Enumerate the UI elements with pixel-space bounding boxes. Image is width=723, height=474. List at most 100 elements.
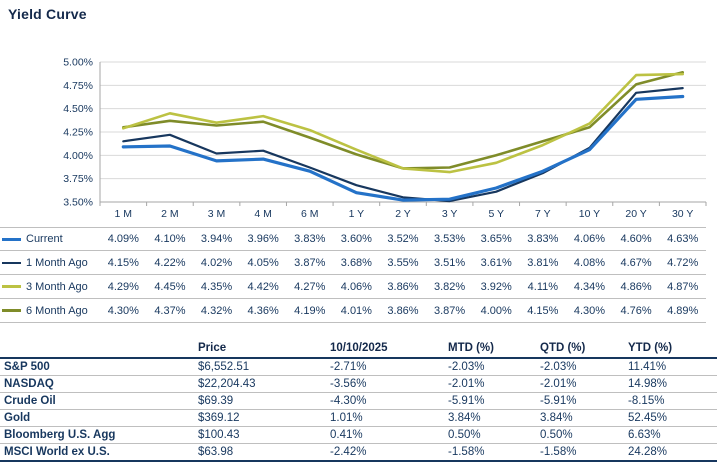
market-row-name: Bloomberg U.S. Agg xyxy=(0,426,196,444)
yield-value: 3.87% xyxy=(434,304,466,317)
yield-row-6-month-ago: 6 Month Ago 4.30% 4.37% 4.32% 4.36% 4.19% 4.01… xyxy=(0,299,706,323)
yield-value: 4.09% xyxy=(107,233,139,245)
x-axis-tick-label: 10 Y xyxy=(579,208,600,220)
market-row-name: NASDAQ xyxy=(0,375,196,393)
market-table-header: QTD (%) xyxy=(538,339,626,359)
yield-curve-chart: 5.00% 4.75% 4.50% 4.25% 4.00% 3.75% 3.50% 1 M 2 … xyxy=(63,57,707,220)
yield-value: 4.19% xyxy=(294,304,326,317)
market-table-body: S&P 500 $6,552.51 -2.71% -2.03% -2.03% 11.41%… xyxy=(0,358,717,462)
series-line-3-month-ago xyxy=(122,72,685,174)
x-axis-tick-label: 1 Y xyxy=(349,208,365,220)
yield-value: 4.05% xyxy=(247,256,279,269)
yield-value: 4.45% xyxy=(154,280,186,293)
yield-value: 4.42% xyxy=(247,280,279,293)
x-axis-tick-label: 4 M xyxy=(254,208,272,220)
market-cell: -2.42% xyxy=(328,443,446,462)
x-axis-tick-label: 5 Y xyxy=(488,208,504,220)
market-cell: -8.15% xyxy=(626,392,717,410)
market-row-bloomberg-u-s-agg: Bloomberg U.S. Agg $100.43 0.41% 0.50% 0.50%… xyxy=(0,426,717,444)
yield-value: 4.06% xyxy=(340,280,372,293)
yield-value: 3.81% xyxy=(527,256,559,269)
market-cell: -2.01% xyxy=(446,375,538,393)
market-cell: -2.01% xyxy=(538,375,626,393)
series-label-6-month-ago: 6 Month Ago xyxy=(0,305,100,317)
y-axis-tick-label: 4.50% xyxy=(63,103,93,115)
series-label-1-month-ago: 1 Month Ago xyxy=(0,257,100,269)
yield-value: 4.11% xyxy=(527,280,559,293)
yield-value: 4.89% xyxy=(667,304,699,317)
y-axis-tick-label: 4.75% xyxy=(63,80,93,92)
y-axis-tick-label: 3.50% xyxy=(63,197,93,209)
market-cell: -2.71% xyxy=(328,358,446,376)
yield-legend-table: Current 4.09% 4.10% 3.94% 3.96% 3.83% 3.60% 3.5… xyxy=(0,227,706,323)
yield-value: 4.00% xyxy=(480,304,512,317)
yield-value: 3.83% xyxy=(527,233,559,245)
market-cell: 11.41% xyxy=(626,358,717,376)
yield-value: 4.36% xyxy=(247,304,279,317)
yield-value: 3.86% xyxy=(387,280,419,293)
legend-marker-current xyxy=(2,237,21,241)
yield-value: 3.61% xyxy=(480,256,512,269)
market-row-name: MSCI World ex U.S. xyxy=(0,443,196,462)
yield-value: 3.86% xyxy=(387,304,419,317)
market-cell: $6,552.51 xyxy=(196,358,328,376)
market-row-s-p-500: S&P 500 $6,552.51 -2.71% -2.03% -2.03% 11.41% xyxy=(0,358,717,376)
x-axis-tick-label: 6 M xyxy=(301,208,319,220)
legend-marker-1-month-ago xyxy=(2,261,21,264)
yield-value: 4.30% xyxy=(573,304,606,317)
market-table-header-row: Price 10/10/2025 MTD (%) QTD (%) YTD (%) xyxy=(0,339,717,359)
yield-value: 4.30% xyxy=(107,304,139,317)
yield-value: 4.34% xyxy=(573,280,606,293)
market-cell: $369.12 xyxy=(196,409,328,427)
yield-value: 3.53% xyxy=(434,233,466,245)
yield-row-1-month-ago: 1 Month Ago 4.15% 4.22% 4.02% 4.05% 3.87% 3.68… xyxy=(0,251,706,275)
yield-value: 3.96% xyxy=(247,233,279,245)
x-axis-tick-label: 7 Y xyxy=(535,208,551,220)
market-cell: -5.91% xyxy=(446,392,538,410)
series-line-1-month-ago xyxy=(122,86,684,203)
yield-row-current: Current 4.09% 4.10% 3.94% 3.96% 3.83% 3.60% 3.5… xyxy=(0,227,706,251)
yield-value: 4.32% xyxy=(200,304,233,317)
yield-value: 4.02% xyxy=(200,256,233,269)
y-axis-tick-label: 4.00% xyxy=(63,150,93,162)
series-name: 1 Month Ago xyxy=(26,256,88,269)
market-cell: 3.84% xyxy=(538,409,626,427)
yield-value: 4.27% xyxy=(294,280,326,293)
market-cell: 0.41% xyxy=(328,426,446,444)
market-row-nasdaq: NASDAQ $22,204.43 -3.56% -2.01% -2.01% 14.98% xyxy=(0,375,717,393)
market-cell: 52.45% xyxy=(626,409,717,427)
yield-row-3-month-ago: 3 Month Ago 4.29% 4.45% 4.35% 4.42% 4.27% 4.06… xyxy=(0,275,706,299)
x-axis-tick-label: 2 Y xyxy=(395,208,411,220)
market-cell: $63.98 xyxy=(196,443,328,462)
market-cell: -5.91% xyxy=(538,392,626,410)
yield-value: 4.15% xyxy=(107,256,139,269)
yield-value: 3.92% xyxy=(480,280,512,293)
yield-value: 4.72% xyxy=(667,256,699,269)
y-axis-tick-label: 5.00% xyxy=(63,57,93,69)
yield-value: 3.55% xyxy=(387,256,419,269)
series-label-3-month-ago: 3 Month Ago xyxy=(0,281,100,293)
market-cell: 0.50% xyxy=(538,426,626,444)
market-table-header: 10/10/2025 xyxy=(328,339,446,359)
market-table-header: MTD (%) xyxy=(446,339,538,359)
series-name: 3 Month Ago xyxy=(26,280,88,293)
y-axis-tick-label: 3.75% xyxy=(63,173,93,185)
market-cell: 3.84% xyxy=(446,409,538,427)
market-cell: -2.03% xyxy=(538,358,626,376)
market-cell: 0.50% xyxy=(446,426,538,444)
yield-value: 3.82% xyxy=(434,280,466,293)
page-title: Yield Curve xyxy=(8,6,87,22)
market-cell: 24.28% xyxy=(626,443,717,462)
market-row-name: S&P 500 xyxy=(0,358,196,376)
market-table-header: YTD (%) xyxy=(626,339,717,359)
y-axis-tick-label: 4.25% xyxy=(63,127,93,139)
market-row-name: Crude Oil xyxy=(0,392,196,410)
yield-value: 4.63% xyxy=(667,233,699,245)
market-cell: $69.39 xyxy=(196,392,328,410)
yield-value: 3.51% xyxy=(434,256,466,269)
legend-marker-6-month-ago xyxy=(2,309,21,312)
yield-value: 4.67% xyxy=(620,256,652,269)
market-table-header: Price xyxy=(196,339,328,359)
yield-value: 4.22% xyxy=(154,256,186,269)
